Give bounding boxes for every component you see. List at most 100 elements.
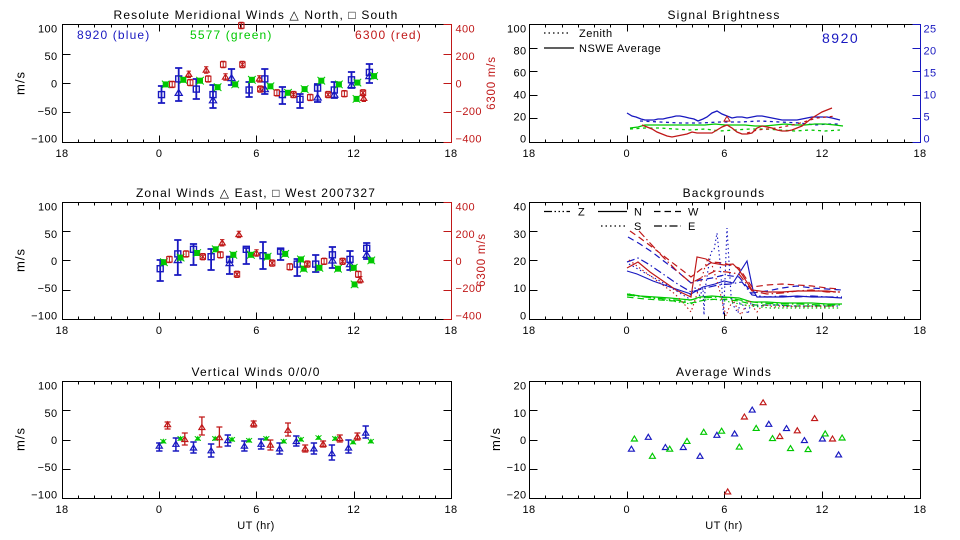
svg-text:0: 0 (51, 435, 58, 447)
svg-text:Signal Brightness: Signal Brightness (668, 8, 781, 22)
svg-text:50: 50 (44, 408, 57, 420)
svg-text:6300 m/s: 6300 m/s (486, 56, 498, 110)
svg-text:50: 50 (44, 229, 57, 241)
svg-text:6: 6 (253, 325, 260, 337)
svg-text:0: 0 (924, 134, 931, 146)
svg-text:NSWE Average: NSWE Average (579, 43, 661, 55)
svg-text:0: 0 (456, 79, 463, 91)
svg-text:m/s: m/s (13, 248, 28, 272)
svg-text:S: S (634, 221, 642, 233)
svg-text:18: 18 (55, 504, 68, 516)
svg-text:40: 40 (513, 202, 526, 214)
svg-text:Zenith: Zenith (579, 28, 613, 40)
svg-text:Vertical Winds 0/0/0: Vertical Winds 0/0/0 (191, 365, 320, 379)
svg-text:20: 20 (513, 381, 526, 393)
svg-text:18: 18 (444, 325, 457, 337)
svg-text:5577 (green): 5577 (green) (190, 28, 273, 42)
svg-text:m/s: m/s (13, 427, 28, 451)
svg-text:18: 18 (444, 148, 457, 160)
svg-text:−100: −100 (31, 311, 57, 323)
svg-text:6: 6 (721, 504, 728, 516)
svg-text:18: 18 (55, 325, 68, 337)
svg-text:30: 30 (513, 229, 526, 241)
svg-text:18: 18 (913, 325, 926, 337)
svg-text:0: 0 (156, 325, 163, 337)
svg-text:Backgrounds: Backgrounds (683, 186, 766, 200)
svg-text:12: 12 (816, 325, 829, 337)
svg-text:−200: −200 (456, 106, 482, 118)
svg-text:12: 12 (816, 504, 829, 516)
svg-text:10: 10 (924, 90, 937, 102)
svg-text:18: 18 (522, 325, 535, 337)
svg-text:12: 12 (347, 148, 360, 160)
svg-text:18: 18 (55, 148, 68, 160)
svg-text:−400: −400 (456, 311, 482, 323)
svg-text:12: 12 (347, 325, 360, 337)
svg-text:0: 0 (624, 325, 631, 337)
svg-text:Z: Z (578, 207, 585, 219)
svg-text:20: 20 (924, 46, 937, 58)
svg-text:N: N (634, 207, 642, 219)
svg-text:−50: −50 (38, 283, 58, 295)
svg-text:W: W (688, 207, 699, 219)
svg-text:0: 0 (624, 504, 631, 516)
svg-text:60: 60 (513, 68, 526, 80)
svg-text:6: 6 (253, 148, 260, 160)
svg-text:6: 6 (721, 325, 728, 337)
svg-text:20: 20 (513, 256, 526, 268)
svg-text:20: 20 (513, 112, 526, 124)
svg-text:0: 0 (520, 311, 527, 323)
svg-text:18: 18 (913, 148, 926, 160)
svg-text:400: 400 (456, 202, 476, 214)
svg-text:10: 10 (513, 283, 526, 295)
svg-text:6: 6 (721, 148, 728, 160)
svg-text:200: 200 (456, 51, 476, 63)
svg-text:Resolute Meridional Winds △ No: Resolute Meridional Winds △ North, □ Sou… (114, 8, 399, 22)
svg-text:18: 18 (522, 504, 535, 516)
svg-text:−100: −100 (31, 490, 57, 502)
svg-text:m/s: m/s (13, 71, 28, 95)
svg-text:0: 0 (51, 79, 58, 91)
svg-text:18: 18 (913, 504, 926, 516)
svg-text:−400: −400 (456, 134, 482, 146)
svg-text:12: 12 (816, 148, 829, 160)
svg-text:100: 100 (38, 24, 58, 36)
svg-text:0: 0 (624, 148, 631, 160)
svg-text:6300 m/s: 6300 m/s (476, 233, 488, 287)
svg-text:Average Winds: Average Winds (676, 365, 772, 379)
svg-text:−20: −20 (507, 490, 527, 502)
svg-text:400: 400 (456, 24, 476, 36)
svg-text:−10: −10 (507, 462, 527, 474)
svg-text:Zonal Winds △ East, □ West 200: Zonal Winds △ East, □ West 2007327 (136, 186, 376, 200)
svg-text:100: 100 (38, 202, 58, 214)
svg-text:−50: −50 (38, 462, 58, 474)
svg-text:50: 50 (44, 51, 57, 63)
svg-text:0: 0 (456, 256, 463, 268)
svg-text:18: 18 (522, 148, 535, 160)
svg-text:10: 10 (513, 408, 526, 420)
svg-text:40: 40 (513, 90, 526, 102)
svg-text:−50: −50 (38, 106, 58, 118)
svg-text:100: 100 (507, 24, 527, 36)
svg-text:6: 6 (253, 504, 260, 516)
svg-text:E: E (688, 221, 696, 233)
svg-text:UT (hr): UT (hr) (237, 520, 274, 532)
svg-text:0: 0 (156, 148, 163, 160)
svg-text:0: 0 (156, 504, 163, 516)
svg-text:UT (hr): UT (hr) (705, 520, 742, 532)
svg-text:8920 (blue): 8920 (blue) (77, 28, 150, 42)
svg-text:18: 18 (444, 504, 457, 516)
svg-text:200: 200 (456, 229, 476, 241)
svg-text:0: 0 (51, 256, 58, 268)
svg-text:80: 80 (513, 46, 526, 58)
svg-text:15: 15 (924, 68, 937, 80)
svg-text:6300 (red): 6300 (red) (355, 28, 422, 42)
svg-text:0: 0 (520, 134, 527, 146)
svg-text:5: 5 (924, 112, 931, 124)
svg-text:25: 25 (924, 24, 937, 36)
svg-text:−100: −100 (31, 134, 57, 146)
svg-text:−200: −200 (456, 283, 482, 295)
svg-text:100: 100 (38, 381, 58, 393)
svg-text:0: 0 (520, 435, 527, 447)
svg-text:8920: 8920 (822, 30, 859, 46)
